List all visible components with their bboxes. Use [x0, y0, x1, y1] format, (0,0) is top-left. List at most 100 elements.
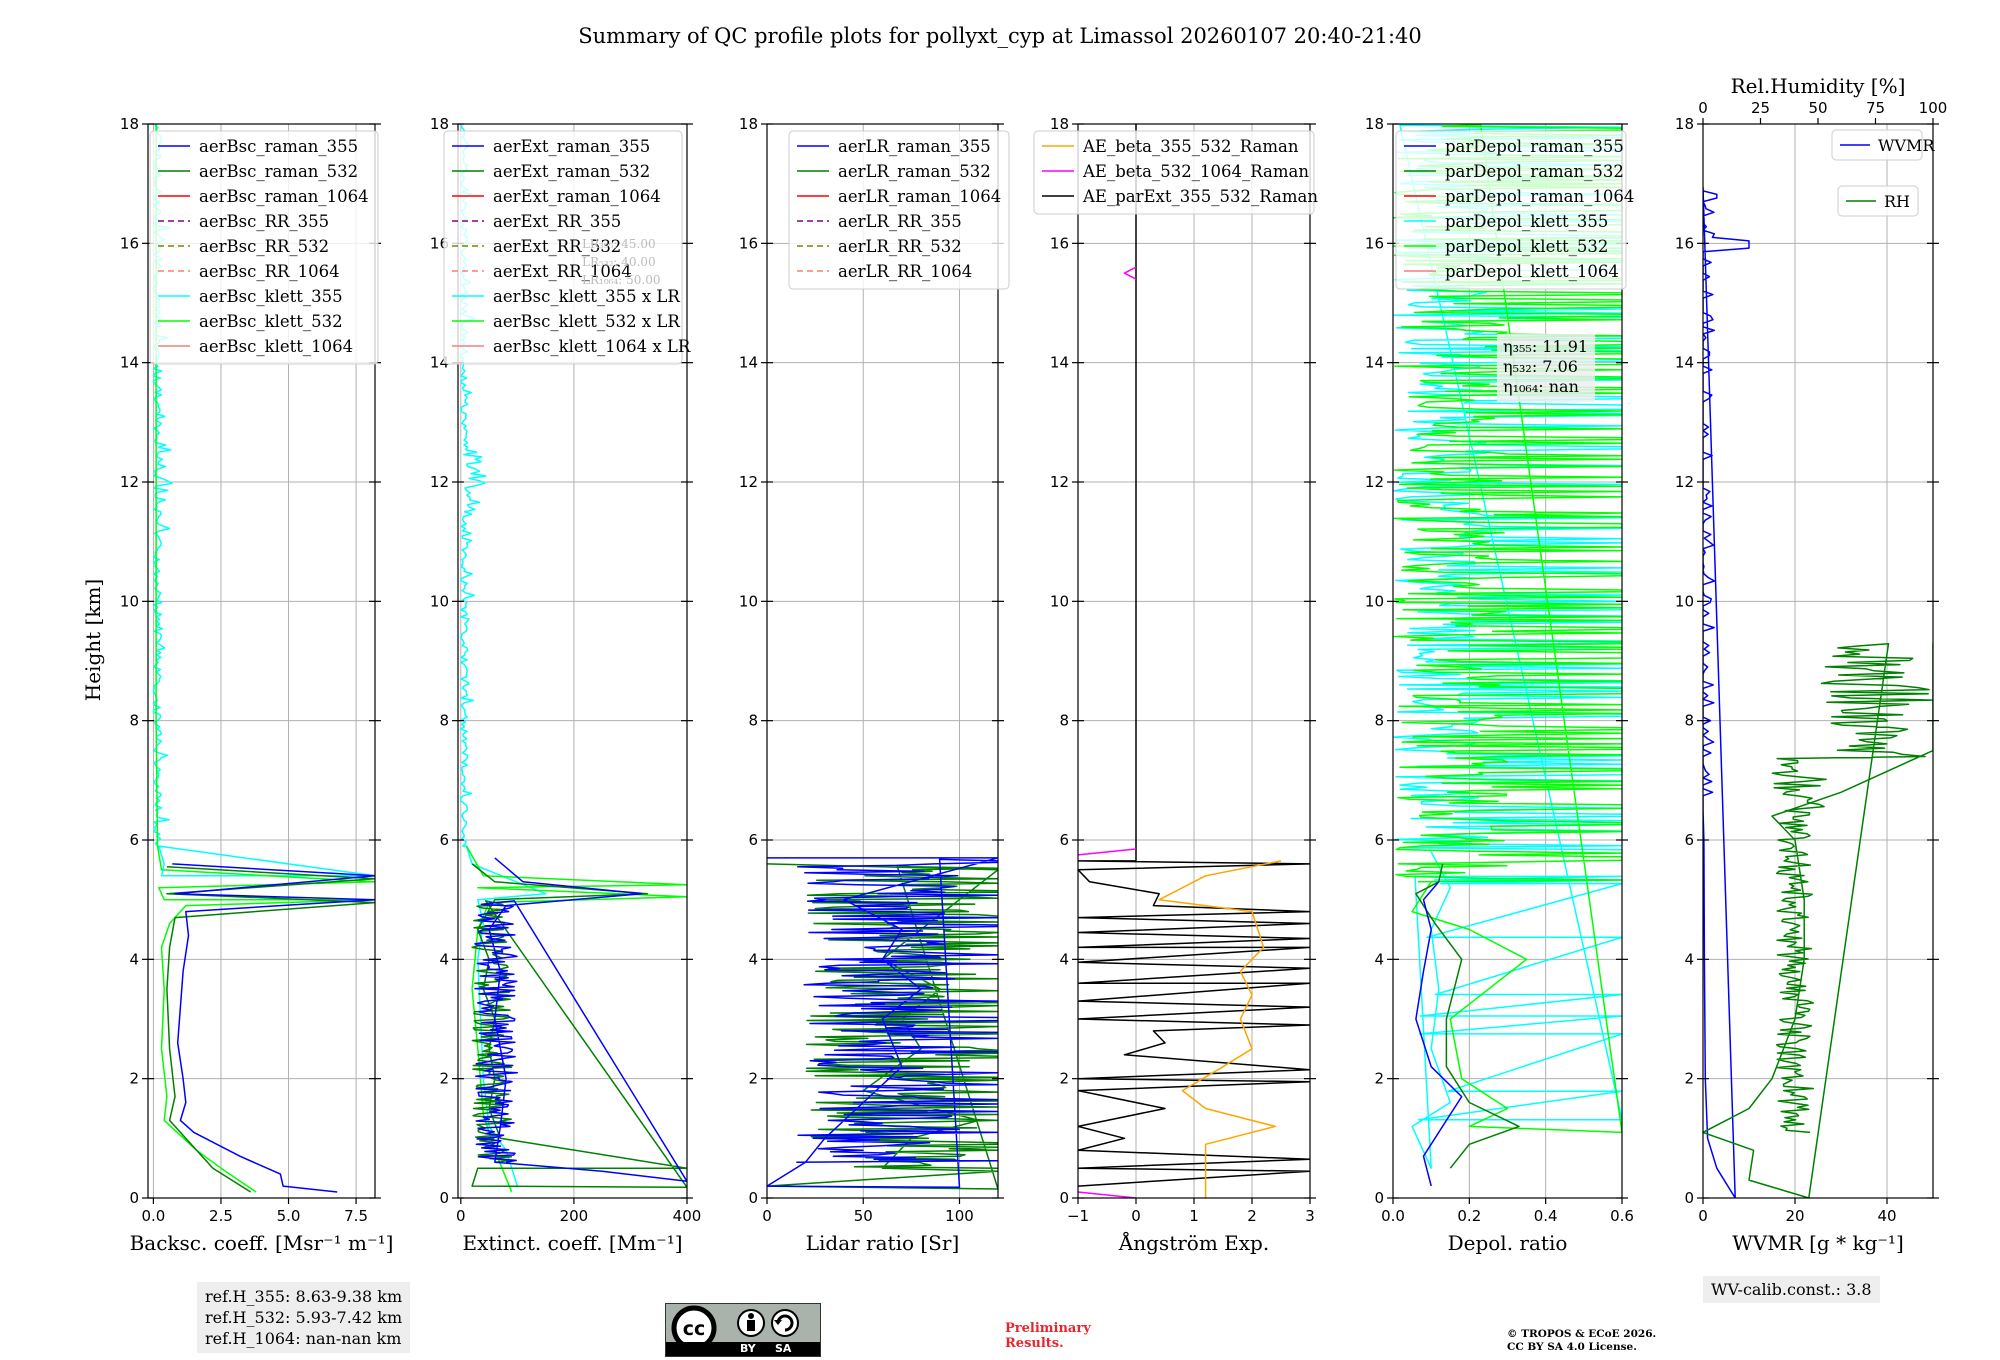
series-parDepol_raman_355	[1415, 881, 1463, 1187]
y-tick-label: 6	[129, 831, 139, 849]
legend-label: AE_beta_532_1064_Raman	[1082, 162, 1309, 181]
legend-label: aerBsc_klett_532	[199, 312, 343, 331]
y-tick-label: 8	[129, 712, 139, 730]
x-axis-label-ae: Ångström Exp.	[1118, 1230, 1269, 1255]
legend-label: parDepol_raman_532	[1445, 162, 1624, 181]
x-tick-label: 7.5	[344, 1207, 368, 1225]
y-tick-label: 2	[1374, 1070, 1384, 1088]
y-tick-label: 8	[439, 712, 449, 730]
y-tick-label: 6	[748, 831, 758, 849]
y-tick-label: 16	[1675, 234, 1694, 252]
legend-label: parDepol_raman_355	[1445, 137, 1624, 156]
series-aerBsc_raman_532	[166, 866, 375, 1193]
series-group-ae	[1078, 124, 1310, 1198]
reference-height-info: ref.H_355: 8.63-9.38 km ref.H_532: 5.93-…	[197, 1282, 411, 1353]
y-axis-label: Height [km]	[81, 579, 105, 701]
y-tick-label: 0	[439, 1189, 449, 1207]
copyright-note: © TROPOS & ECoE 2026. CC BY SA 4.0 Licen…	[1507, 1328, 1657, 1353]
legend-label: aerExt_RR_355	[493, 212, 621, 231]
x-tick-label: 400	[673, 1207, 702, 1225]
series-parDepol_klett_532	[1393, 124, 1622, 1134]
ref-height-355: ref.H_355: 8.63-9.38 km	[205, 1287, 403, 1306]
lidar-ratio-label: LR₅₃₂: 40.00	[582, 255, 656, 269]
ref-height-1064: ref.H_1064: nan-nan km	[205, 1329, 402, 1348]
plot-frame-lr	[766, 123, 999, 1199]
y-tick-label: 12	[430, 473, 449, 491]
legend-box	[443, 130, 683, 365]
cc-sa-label: SA	[775, 1342, 792, 1355]
preliminary-results-note: Preliminary Results.	[1005, 1321, 1091, 1351]
series-WVMR	[1703, 186, 1750, 1198]
x-tick-label: 5.0	[277, 1207, 301, 1225]
eta-label: η₃₅₅: 11.91	[1503, 337, 1588, 356]
legend-label: parDepol_raman_1064	[1445, 187, 1634, 206]
y-tick-label: 16	[739, 234, 758, 252]
y-tick-label: 0	[1684, 1189, 1694, 1207]
legend-label: aerExt_RR_532	[493, 237, 621, 256]
x-axis-label-depol: Depol. ratio	[1448, 1231, 1568, 1255]
legend-depol: parDepol_raman_355 parDepol_raman_532 parD…	[1395, 130, 1634, 290]
legend-box	[149, 130, 379, 365]
y-tick-label: 10	[1365, 592, 1384, 610]
y-tick-label: 12	[1365, 473, 1384, 491]
x-tick-label: 2.5	[209, 1207, 233, 1225]
cc-badge-strip	[666, 1342, 820, 1356]
y-tick-label: 16	[120, 234, 139, 252]
y-tick-label: 6	[1059, 831, 1069, 849]
y-tick-label: 6	[439, 831, 449, 849]
legend-label: WVMR	[1878, 136, 1935, 155]
y-tick-label: 10	[120, 592, 139, 610]
series-aerBsc_raman_355	[172, 863, 375, 1193]
y-tick-label: 12	[1675, 473, 1694, 491]
y-tick-label: 8	[748, 712, 758, 730]
grid-ae	[1077, 123, 1311, 1199]
cc-by-label: BY	[740, 1342, 756, 1355]
legend-label: RH	[1884, 192, 1910, 211]
series-AE_beta_355_532_Raman	[1158, 860, 1282, 1198]
y-tick-label: 18	[120, 115, 139, 133]
y-tick-label: 4	[129, 950, 139, 968]
y-tick-label: 6	[1684, 831, 1694, 849]
y-tick-label: 12	[739, 473, 758, 491]
x-tick-label: 50	[854, 1207, 873, 1225]
y-tick-label: 0	[748, 1189, 758, 1207]
y-tick-label: 4	[1684, 950, 1694, 968]
panel-depol: 0 2 4 6 8 10 12 14 16 18 0.0 0.2 0.4 0.6 Depol. ratio p…	[1365, 115, 1634, 1255]
legend-label: aerBsc_klett_1064	[199, 337, 353, 356]
legend-box	[1033, 130, 1315, 215]
legend-label: aerBsc_klett_532 x LR	[493, 312, 680, 331]
x-axis-label-bsc: Backsc. coeff. [Msr⁻¹ m⁻¹]	[130, 1231, 394, 1255]
y-tick-label: 2	[748, 1070, 758, 1088]
y-tick-label: 14	[1365, 354, 1384, 372]
x-tick-label: 100	[945, 1207, 974, 1225]
legend-label: parDepol_klett_355	[1445, 212, 1608, 231]
eta-label: η₁₀₆₄: nan	[1503, 377, 1579, 396]
series-RH	[1703, 642, 1933, 1198]
legend-lr: aerLR_raman_355 aerLR_raman_532 aerLR_rama…	[788, 130, 1010, 290]
series-aerExt_raman_355	[474, 857, 687, 1183]
x-tick-label: 40	[1877, 1207, 1896, 1225]
y-tick-label: 2	[1684, 1070, 1694, 1088]
top-x-tick-label: 25	[1751, 99, 1770, 117]
x-tick-label: 0	[456, 1207, 466, 1225]
legend-label: aerExt_raman_355	[493, 137, 650, 156]
lidar-ratio-label: LR₁₀₆₄: 50.00	[582, 273, 660, 287]
legend-label: aerBsc_klett_355 x LR	[493, 287, 680, 306]
lidar-ratio-label: LR₃₅₅: 45.00	[582, 237, 656, 251]
eta-box	[1497, 334, 1595, 402]
legend-box	[788, 130, 1010, 290]
y-tick-label: 14	[739, 354, 758, 372]
y-tick-label: 0	[1374, 1189, 1384, 1207]
legend-label: AE_parExt_355_532_Raman	[1082, 187, 1318, 206]
ref-height-532: ref.H_532: 5.93-7.42 km	[205, 1308, 403, 1327]
y-tick-label: 0	[129, 1189, 139, 1207]
legend-label: aerBsc_raman_532	[199, 162, 358, 181]
x-tick-label: 0	[762, 1207, 772, 1225]
series-AE_beta_532_1064_Raman_c	[1078, 1191, 1137, 1198]
x-tick-label: 1	[1189, 1207, 1199, 1225]
y-tick-label: 8	[1684, 712, 1694, 730]
y-tick-label: 0	[1059, 1189, 1069, 1207]
y-tick-label: 8	[1374, 712, 1384, 730]
